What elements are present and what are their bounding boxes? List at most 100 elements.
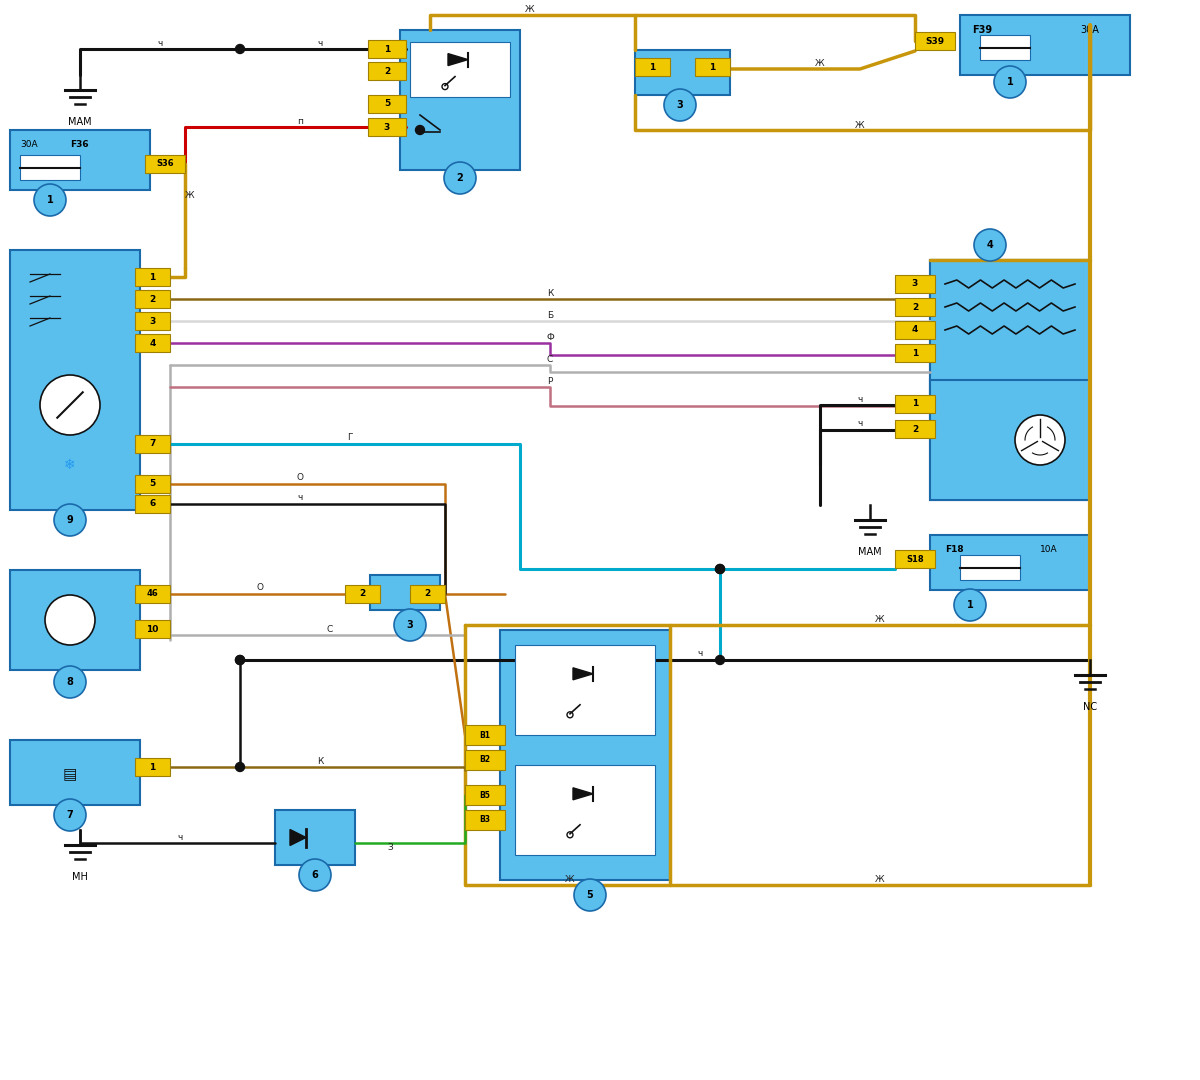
Bar — [10, 249, 140, 510]
Text: Ж: Ж — [526, 5, 535, 14]
Text: 2: 2 — [912, 424, 918, 433]
Bar — [134, 291, 170, 308]
Bar — [368, 95, 406, 113]
Circle shape — [574, 879, 606, 912]
Text: Ж: Ж — [856, 121, 865, 130]
Text: ч: ч — [157, 39, 163, 48]
Circle shape — [235, 44, 245, 54]
Bar — [134, 758, 170, 777]
Text: К: К — [547, 288, 553, 297]
Text: 3: 3 — [912, 280, 918, 288]
Circle shape — [664, 89, 696, 121]
Circle shape — [34, 184, 66, 216]
Text: ч: ч — [857, 394, 863, 404]
Bar — [930, 535, 1090, 590]
Text: 10A: 10A — [1040, 545, 1057, 554]
Text: 1: 1 — [149, 762, 156, 771]
Text: 3: 3 — [677, 100, 683, 110]
Bar — [515, 645, 655, 735]
Text: B3: B3 — [480, 815, 491, 824]
Text: NC: NC — [1082, 702, 1097, 712]
Circle shape — [715, 656, 725, 664]
Bar — [134, 620, 170, 638]
Text: 5: 5 — [384, 99, 390, 108]
Text: B2: B2 — [480, 756, 491, 765]
Text: 1: 1 — [912, 349, 918, 357]
Circle shape — [1015, 415, 1066, 465]
Text: ❄: ❄ — [64, 458, 76, 472]
Bar — [134, 585, 170, 603]
Circle shape — [235, 656, 245, 664]
Circle shape — [974, 229, 1006, 261]
Text: F36: F36 — [70, 140, 89, 149]
Bar — [695, 58, 730, 76]
Text: С: С — [547, 354, 553, 364]
Text: К: К — [317, 756, 323, 766]
Bar — [368, 40, 406, 58]
Bar — [134, 475, 170, 492]
Text: 2: 2 — [912, 302, 918, 311]
Bar — [370, 575, 440, 610]
Text: Ж: Ж — [875, 616, 884, 624]
Bar — [960, 555, 1020, 580]
Polygon shape — [290, 829, 306, 846]
Bar — [515, 765, 655, 855]
Text: Ж: Ж — [565, 876, 575, 885]
Circle shape — [715, 565, 725, 573]
Text: S36: S36 — [156, 160, 174, 168]
Text: Ж: Ж — [815, 59, 824, 68]
Bar — [895, 321, 935, 339]
Text: 2: 2 — [384, 67, 390, 76]
Bar — [368, 62, 406, 80]
Circle shape — [444, 162, 476, 194]
Bar — [466, 725, 505, 745]
Text: 46: 46 — [146, 590, 158, 598]
Text: 8: 8 — [66, 677, 73, 687]
Text: 1: 1 — [384, 44, 390, 54]
Bar — [410, 585, 445, 603]
Bar — [134, 435, 170, 453]
Text: S18: S18 — [906, 554, 924, 564]
Circle shape — [235, 762, 245, 771]
Text: Ж: Ж — [875, 876, 884, 885]
Bar — [916, 32, 955, 50]
Bar — [895, 345, 935, 362]
Text: B5: B5 — [480, 791, 491, 799]
Text: ч: ч — [298, 494, 302, 502]
Text: 1: 1 — [912, 400, 918, 408]
Text: МН: МН — [72, 872, 88, 882]
Bar — [466, 810, 505, 831]
Text: З: З — [388, 843, 392, 852]
Text: 6: 6 — [149, 499, 156, 509]
Bar — [980, 35, 1030, 60]
Text: ч: ч — [178, 833, 182, 841]
Text: 2: 2 — [457, 173, 463, 183]
Text: 4: 4 — [986, 240, 994, 249]
Bar — [930, 260, 1090, 410]
Text: 3: 3 — [149, 316, 156, 325]
Bar — [346, 585, 380, 603]
Text: 1: 1 — [967, 600, 973, 610]
Text: Б: Б — [547, 311, 553, 320]
Text: 2: 2 — [149, 295, 156, 303]
Bar — [895, 395, 935, 413]
Text: 1: 1 — [47, 195, 53, 205]
Text: ч: ч — [697, 649, 703, 659]
Text: 3: 3 — [384, 122, 390, 132]
Text: 6: 6 — [312, 870, 318, 880]
Bar — [895, 550, 935, 568]
Circle shape — [715, 565, 725, 573]
Text: 4: 4 — [149, 338, 156, 348]
Bar — [275, 810, 355, 865]
Bar — [10, 570, 140, 670]
Text: 1: 1 — [149, 272, 156, 282]
Text: 1: 1 — [649, 63, 655, 71]
Text: B1: B1 — [480, 730, 491, 740]
Text: Ф: Ф — [546, 333, 554, 341]
Text: 5: 5 — [149, 480, 156, 488]
Bar — [635, 50, 730, 95]
Text: О: О — [257, 583, 264, 593]
Text: 7: 7 — [67, 810, 73, 820]
Bar — [145, 156, 185, 173]
Text: 1: 1 — [1007, 77, 1013, 87]
